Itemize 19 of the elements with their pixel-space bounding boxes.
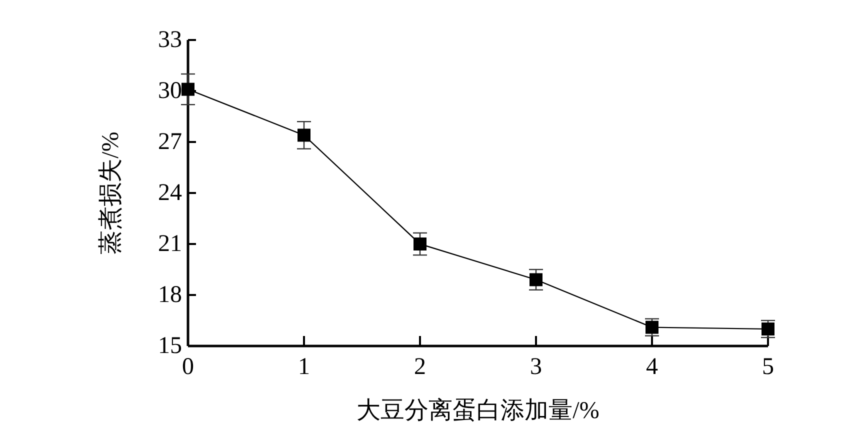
y-tick-label: 27: [158, 129, 182, 155]
x-tick-label: 0: [182, 354, 194, 380]
y-axis-title: 蒸煮损失/%: [98, 132, 124, 254]
y-tick-label: 21: [158, 231, 182, 257]
y-tick-label: 18: [158, 282, 182, 308]
y-tick-label: 33: [158, 27, 182, 53]
y-tick-label: 30: [158, 78, 182, 104]
x-tick-label: 3: [530, 354, 542, 380]
x-tick-label: 2: [414, 354, 426, 380]
x-tick-label: 1: [298, 354, 310, 380]
x-tick-label: 4: [646, 354, 658, 380]
point: [298, 128, 310, 142]
x-axis-title: 大豆分离蛋白添加量/%: [356, 397, 600, 424]
y-tick-label: 15: [158, 333, 182, 359]
point: [530, 273, 542, 286]
point: [414, 238, 426, 250]
x-tick-label: 5: [762, 354, 774, 380]
y-tick-label: 24: [158, 180, 182, 206]
point: [762, 322, 774, 336]
